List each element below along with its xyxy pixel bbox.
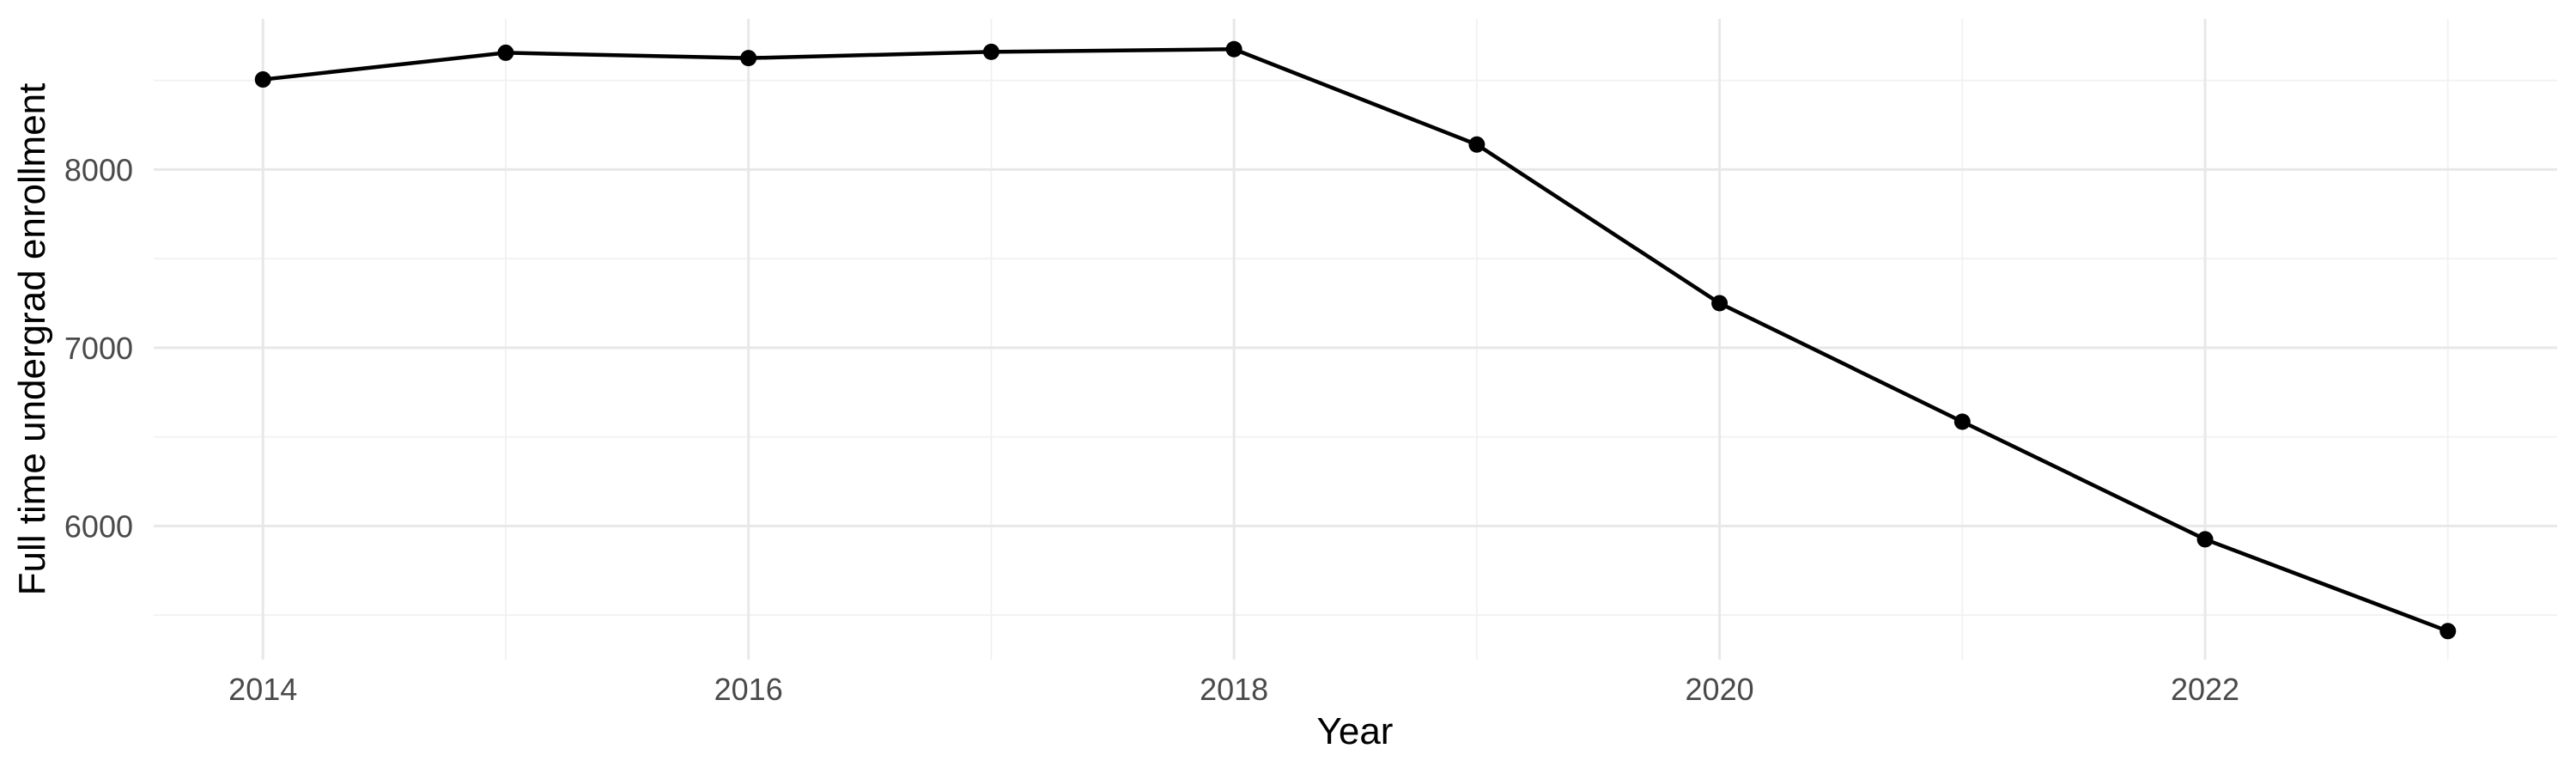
data-point (1953, 413, 1971, 430)
data-point (1711, 295, 1728, 312)
x-axis-title: Year (1317, 710, 1394, 752)
data-point (2439, 623, 2457, 640)
y-tick-label: 6000 (64, 508, 133, 544)
data-series (254, 40, 2457, 640)
minor-gridlines (154, 19, 2557, 660)
major-gridlines (154, 19, 2557, 660)
data-point (254, 71, 271, 88)
y-tick-label: 7000 (64, 331, 133, 366)
x-tick-label: 2020 (1686, 672, 1754, 707)
x-tick-label: 2018 (1200, 672, 1268, 707)
data-point (1225, 40, 1242, 58)
series-line (262, 47, 2449, 633)
x-tick-label: 2022 (2171, 672, 2239, 707)
data-point (497, 44, 514, 61)
data-point (2196, 531, 2214, 548)
data-point (740, 50, 757, 67)
y-axis-title: Full time undergrad enrollment (11, 83, 53, 596)
x-tick-label: 2014 (228, 672, 297, 707)
data-point (1468, 136, 1485, 153)
x-tick-label: 2016 (714, 672, 783, 707)
axis-tick-labels: 6000 7000 8000 2014 2016 2018 2020 2022 (64, 152, 2239, 707)
data-point (982, 43, 999, 60)
y-tick-label: 8000 (64, 152, 133, 187)
